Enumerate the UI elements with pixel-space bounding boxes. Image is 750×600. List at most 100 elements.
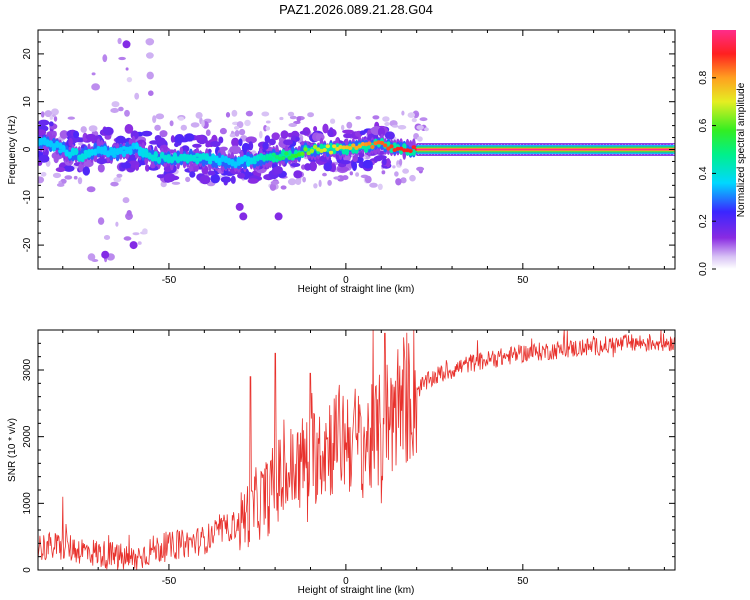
spectrogram-speckle bbox=[231, 109, 238, 117]
spectrogram-ridge-cell bbox=[74, 149, 79, 154]
spectrogram-blob bbox=[283, 139, 294, 146]
colorbar-axes: 0.0 0.2 0.4 0.6 0.8 bbox=[698, 70, 716, 276]
spectrogram-speckle bbox=[234, 126, 240, 130]
spectrogram-y-label: Frequency (Hz) bbox=[7, 116, 18, 185]
spectrogram-speckle bbox=[111, 101, 120, 108]
spectrogram-blob bbox=[247, 178, 259, 184]
spectrogram-blob bbox=[313, 125, 318, 132]
spectrogram-ridge-cell bbox=[179, 153, 184, 158]
spectrogram-speckle bbox=[392, 165, 396, 169]
spectrogram-ridge-cell bbox=[395, 146, 401, 151]
spectrogram-ridge-cell bbox=[338, 145, 343, 149]
spectrogram-blob bbox=[210, 173, 220, 184]
spectrogram-ridge-cell bbox=[198, 153, 203, 158]
spectrogram-ridge-cell bbox=[147, 152, 152, 157]
colorbar-tick-label: 0.6 bbox=[698, 118, 709, 132]
spectrogram-ridge-cell bbox=[96, 149, 101, 154]
spectrogram-ridge-cell bbox=[54, 143, 60, 148]
spectrogram-ridge-cell bbox=[105, 151, 111, 156]
spectrogram-speckle bbox=[394, 171, 399, 177]
spectrogram-ridge-cell bbox=[109, 151, 114, 156]
spectrogram-speckle bbox=[142, 228, 148, 234]
spectrogram-blob bbox=[384, 131, 395, 140]
spectrogram-ridge-cell bbox=[303, 147, 308, 152]
snr-frame bbox=[37, 329, 676, 571]
spectrogram-ridge-cell bbox=[220, 156, 225, 161]
spectrogram-blob bbox=[68, 137, 73, 147]
spectrogram-blob bbox=[192, 143, 202, 148]
spectrogram-speckle bbox=[270, 180, 280, 185]
spectrogram-speckle bbox=[118, 106, 124, 112]
spectrogram-speckle bbox=[190, 122, 200, 128]
spectrogram-speckle bbox=[355, 116, 362, 120]
spectrogram-blob bbox=[382, 157, 387, 166]
spectrogram-speckle bbox=[259, 130, 263, 139]
spectrogram-speckle bbox=[279, 116, 284, 121]
spectrogram-blob bbox=[273, 166, 283, 174]
spectrogram-blob bbox=[268, 138, 276, 146]
spectrogram-speckle bbox=[116, 173, 123, 178]
spectrogram-ridge-cell bbox=[217, 161, 222, 166]
spectrogram-blob bbox=[97, 163, 105, 173]
spectrogram-speckle bbox=[146, 52, 154, 59]
spectrogram-blob bbox=[141, 130, 153, 137]
spectrogram-speckle bbox=[78, 141, 84, 146]
spectrogram-blob bbox=[170, 135, 175, 143]
spectrogram-speckle bbox=[369, 182, 378, 188]
spectrogram-blob bbox=[322, 123, 329, 134]
spectrogram-blob bbox=[375, 155, 387, 160]
spectrogram-blob bbox=[323, 162, 333, 172]
spectrogram-ridge-cell bbox=[214, 155, 219, 160]
spectrogram-speckle bbox=[384, 122, 390, 126]
spectrogram-blob bbox=[115, 135, 127, 146]
spectrogram-speckle bbox=[225, 112, 231, 118]
spectrogram-blob bbox=[264, 135, 271, 144]
spectrogram-y-tick-label: 20 bbox=[22, 48, 33, 60]
spectrogram-ridge-cell bbox=[360, 142, 366, 146]
spectrogram-blob bbox=[96, 157, 108, 165]
spectrogram-ridge-cell bbox=[328, 142, 334, 150]
colorbar-label: Normalized spectral amplitude bbox=[736, 82, 747, 217]
spectrogram-speckle bbox=[88, 125, 98, 132]
spectrogram-speckle bbox=[355, 172, 360, 177]
snr-x-tick-label: -50 bbox=[162, 576, 177, 587]
spectrogram-speckle bbox=[146, 71, 154, 80]
spectrogram-blob bbox=[262, 142, 269, 150]
spectrogram-speckle bbox=[244, 119, 251, 127]
spectrogram-speckle bbox=[381, 170, 386, 175]
spectrogram-speckle bbox=[236, 121, 244, 129]
spectrogram-speckle bbox=[87, 253, 96, 261]
spectrogram-blob bbox=[220, 176, 232, 183]
spectrogram-blob bbox=[121, 162, 132, 169]
spectrogram-ridge-cell bbox=[204, 156, 209, 161]
spectrogram-blob bbox=[342, 129, 354, 134]
spectrogram-speckle bbox=[53, 116, 58, 122]
spectrogram-ridge-cell bbox=[312, 145, 318, 149]
spectrogram-ridge-cell bbox=[287, 156, 292, 160]
spectrogram-blob bbox=[124, 123, 134, 134]
chart-title: PAZ1.2026.089.21.28.G04 bbox=[279, 2, 433, 17]
spectrogram-ridge-cell bbox=[83, 149, 89, 154]
colorbar-tick-label: 0.4 bbox=[698, 166, 709, 180]
spectrogram-speckle bbox=[159, 130, 168, 138]
spectrogram-speckle bbox=[80, 126, 87, 133]
spectrogram-ridge-cell bbox=[354, 145, 359, 150]
spectrogram-panel: -50 0 50 -20 -10 0 10 20 Height of straight lin… bbox=[7, 29, 676, 295]
spectrogram-ridge-cell bbox=[351, 143, 356, 148]
spectrogram-blob bbox=[181, 145, 190, 153]
spectrogram-speckle bbox=[148, 90, 154, 96]
spectrogram-ridge-cell bbox=[185, 154, 190, 159]
spectrogram-blob bbox=[59, 130, 69, 139]
spectrogram-speckle bbox=[229, 133, 236, 138]
spectrogram-ridge-cell bbox=[86, 153, 92, 158]
spectrogram-ridge-cell bbox=[191, 155, 197, 160]
spectrogram-ridge-cell bbox=[325, 144, 330, 149]
spectrogram-speckle bbox=[330, 118, 336, 124]
spectrogram-outlier bbox=[239, 212, 248, 221]
spectrogram-ridge-cell bbox=[293, 153, 299, 158]
snr-y-tick-label: 2000 bbox=[22, 425, 33, 448]
spectrogram-speckle bbox=[64, 175, 73, 180]
spectrogram-blob bbox=[189, 171, 196, 178]
spectrogram-ridge-cell bbox=[230, 159, 235, 164]
spectrogram-speckle bbox=[409, 174, 416, 182]
